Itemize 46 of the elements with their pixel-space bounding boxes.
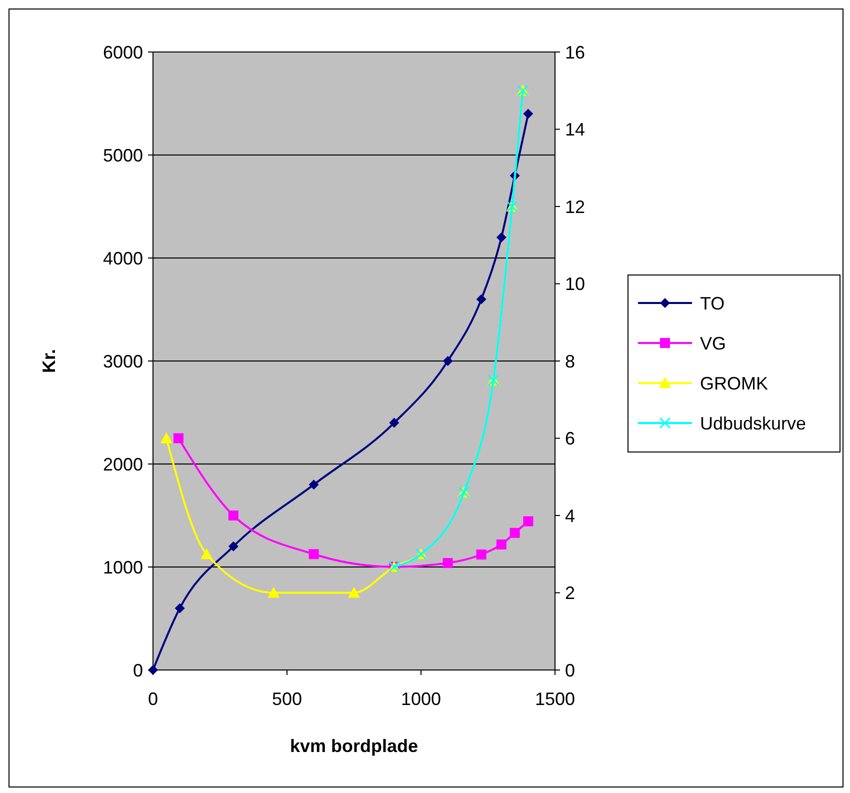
point [476, 550, 486, 560]
x-axis-title: kvm bordplade [290, 736, 418, 756]
y-tick-label: 6000 [102, 42, 143, 62]
x-tick-label: 500 [272, 689, 302, 709]
point [308, 549, 319, 560]
y-axis-title: Kr. [39, 348, 59, 374]
point [174, 603, 185, 614]
y-tick-label: 0 [132, 660, 143, 680]
y-tick-label: 3000 [102, 351, 143, 372]
legend-label: VG [700, 333, 726, 354]
x-tick-label: 1000 [400, 689, 442, 709]
point [228, 510, 238, 520]
point [442, 558, 453, 568]
y2-tick-label: 8 [565, 351, 576, 372]
legend-label: GROMK [700, 373, 768, 394]
point [496, 539, 506, 550]
y2-tick-label: 0 [565, 660, 576, 680]
point [200, 548, 213, 560]
point [510, 528, 520, 538]
y-tick-label: 1000 [102, 557, 143, 578]
point [389, 418, 400, 428]
y2-tick-label: 10 [565, 274, 586, 294]
legend-label: Udbudskurve [700, 413, 806, 434]
y2-tick-label: 16 [565, 42, 586, 62]
y2-tick-label: 2 [565, 583, 576, 604]
y2-tick-label: 14 [565, 120, 586, 140]
x-tick-label: 1500 [534, 689, 576, 709]
point [348, 586, 360, 598]
y-tick-label: 2000 [102, 454, 143, 474]
point [228, 541, 238, 552]
x-tick-label: 0 [148, 689, 158, 709]
y2-tick-label: 6 [565, 428, 576, 449]
point [523, 516, 534, 526]
point [496, 232, 506, 242]
point [523, 108, 534, 119]
legend-label: TO [700, 293, 725, 314]
y2-tick-label: 4 [565, 506, 576, 526]
point [308, 480, 319, 490]
y2-tick-label: 12 [565, 196, 586, 217]
point [476, 294, 486, 304]
point [268, 586, 280, 598]
point [160, 432, 172, 444]
point [442, 356, 453, 366]
y-tick-label: 4000 [102, 248, 143, 268]
y-tick-label: 5000 [102, 145, 143, 166]
point [173, 433, 184, 444]
